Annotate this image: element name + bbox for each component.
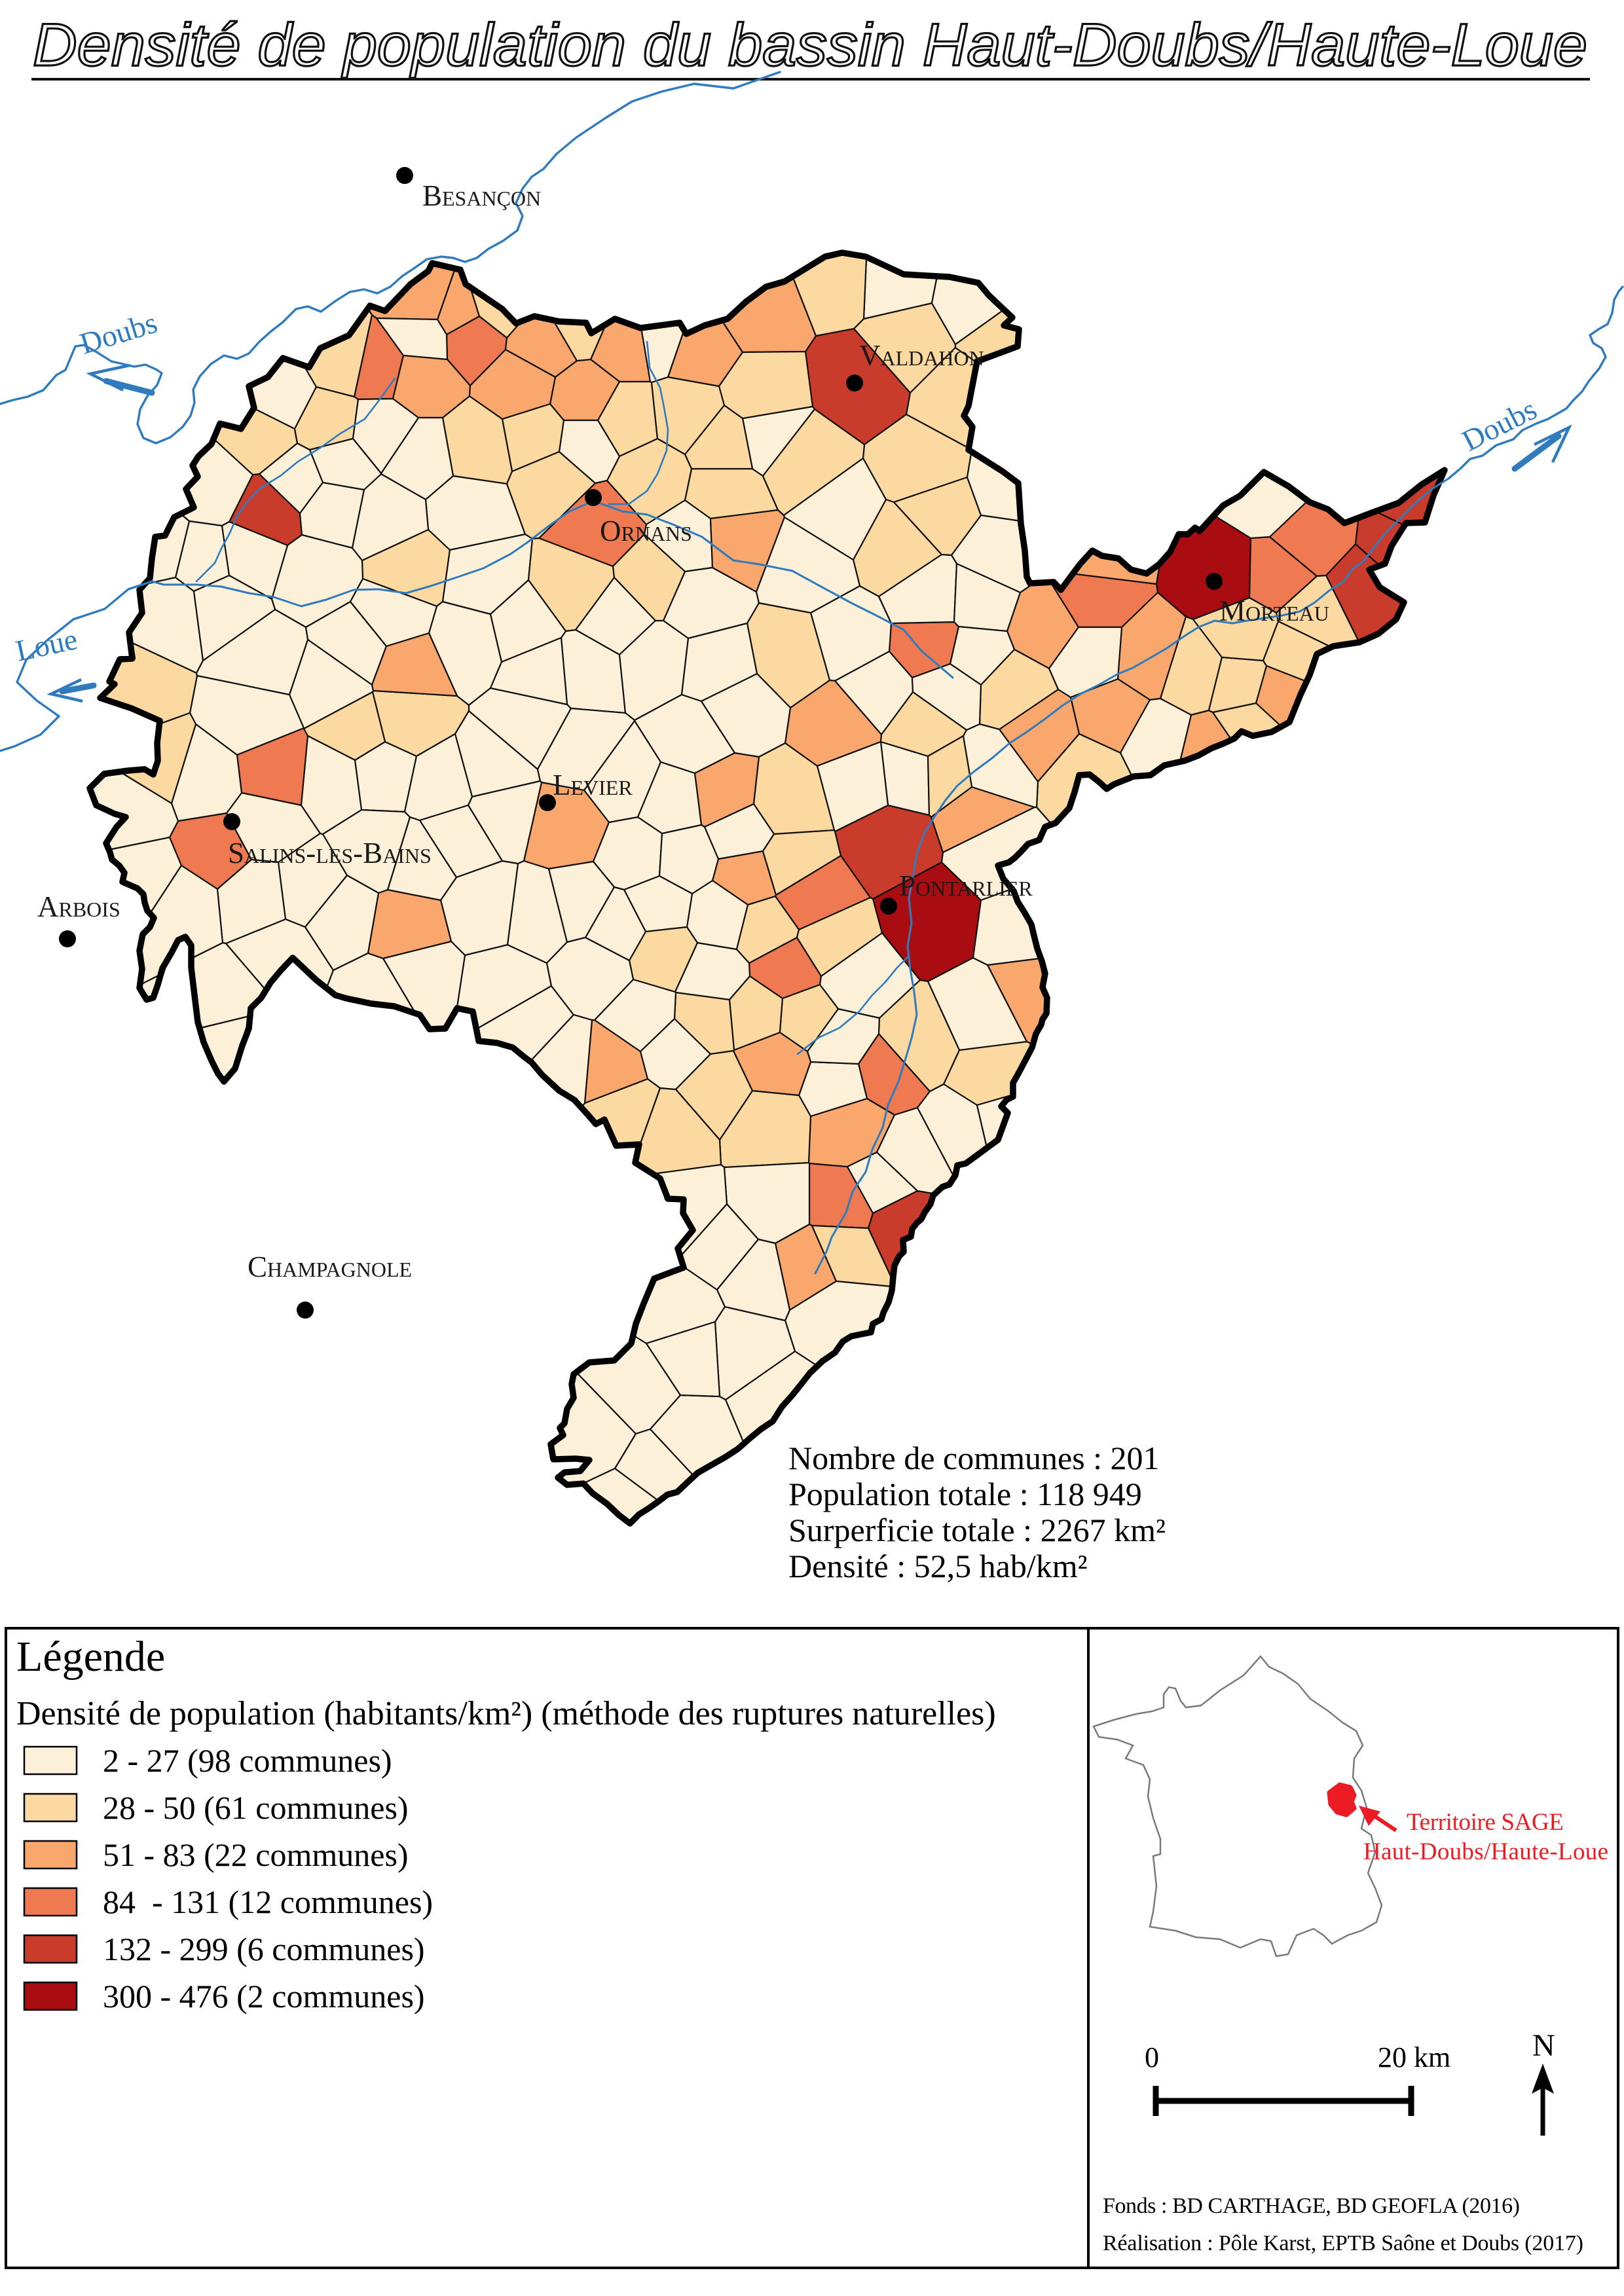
svg-text:Doubs: Doubs <box>1456 392 1541 458</box>
svg-text:28 - 50 (61 communes): 28 - 50 (61 communes) <box>103 1789 409 1826</box>
svg-text:Haut-Doubs/Haute-Loue: Haut-Doubs/Haute-Loue <box>1363 1838 1608 1865</box>
svg-text:Morteau: Morteau <box>1219 594 1329 627</box>
svg-text:2 - 27 (98 communes): 2 - 27 (98 communes) <box>103 1742 392 1779</box>
svg-text:Densité de population du bassi: Densité de population du bassin Haut-Dou… <box>33 12 1587 79</box>
svg-text:Densité : 52,5 hab/km²: Densité : 52,5 hab/km² <box>788 1548 1088 1584</box>
svg-text:51 - 83 (22 communes): 51 - 83 (22 communes) <box>103 1836 409 1873</box>
svg-text:Légende: Légende <box>16 1633 165 1681</box>
svg-text:Levier: Levier <box>553 769 633 801</box>
svg-text:Besançon: Besançon <box>422 179 541 212</box>
svg-text:N: N <box>1532 2028 1555 2063</box>
svg-text:Pontarlier: Pontarlier <box>899 869 1033 902</box>
svg-text:0: 0 <box>1145 2041 1159 2073</box>
svg-text:Arbois: Arbois <box>37 890 120 923</box>
svg-text:Fonds : BD CARTHAGE, BD GEOFLA: Fonds : BD CARTHAGE, BD GEOFLA (2016) <box>1103 2194 1520 2218</box>
svg-text:Loue: Loue <box>12 622 80 668</box>
svg-text:Salins-les-Bains: Salins-les-Bains <box>228 837 432 869</box>
svg-text:Surperficie totale : 2267 km²: Surperficie totale : 2267 km² <box>788 1512 1166 1548</box>
svg-text:300 - 476 (2 communes): 300 - 476 (2 communes) <box>103 1978 425 2014</box>
svg-text:132 - 299 (6 communes): 132 - 299 (6 communes) <box>103 1931 425 1967</box>
svg-text:Doubs: Doubs <box>76 306 161 361</box>
svg-text:Champagnole: Champagnole <box>248 1250 412 1283</box>
svg-text:Nombre de communes : 201: Nombre de communes : 201 <box>788 1440 1160 1476</box>
svg-text:Valdahon: Valdahon <box>859 339 984 372</box>
svg-text:Ornans: Ornans <box>600 515 692 547</box>
svg-text:84 - 131 (12 communes): 84 - 131 (12 communes) <box>103 1884 433 1920</box>
svg-text:Population totale : 118 949: Population totale : 118 949 <box>788 1476 1142 1512</box>
svg-text:20 km: 20 km <box>1378 2041 1450 2073</box>
svg-text:Territoire SAGE: Territoire SAGE <box>1407 1809 1564 1836</box>
svg-text:Densité de population (habitan: Densité de population (habitants/km²) (m… <box>16 1695 996 1732</box>
svg-text:Réalisation : Pôle Karst, EPT: Réalisation : Pôle Karst, EPTB Saône et … <box>1103 2231 1583 2255</box>
